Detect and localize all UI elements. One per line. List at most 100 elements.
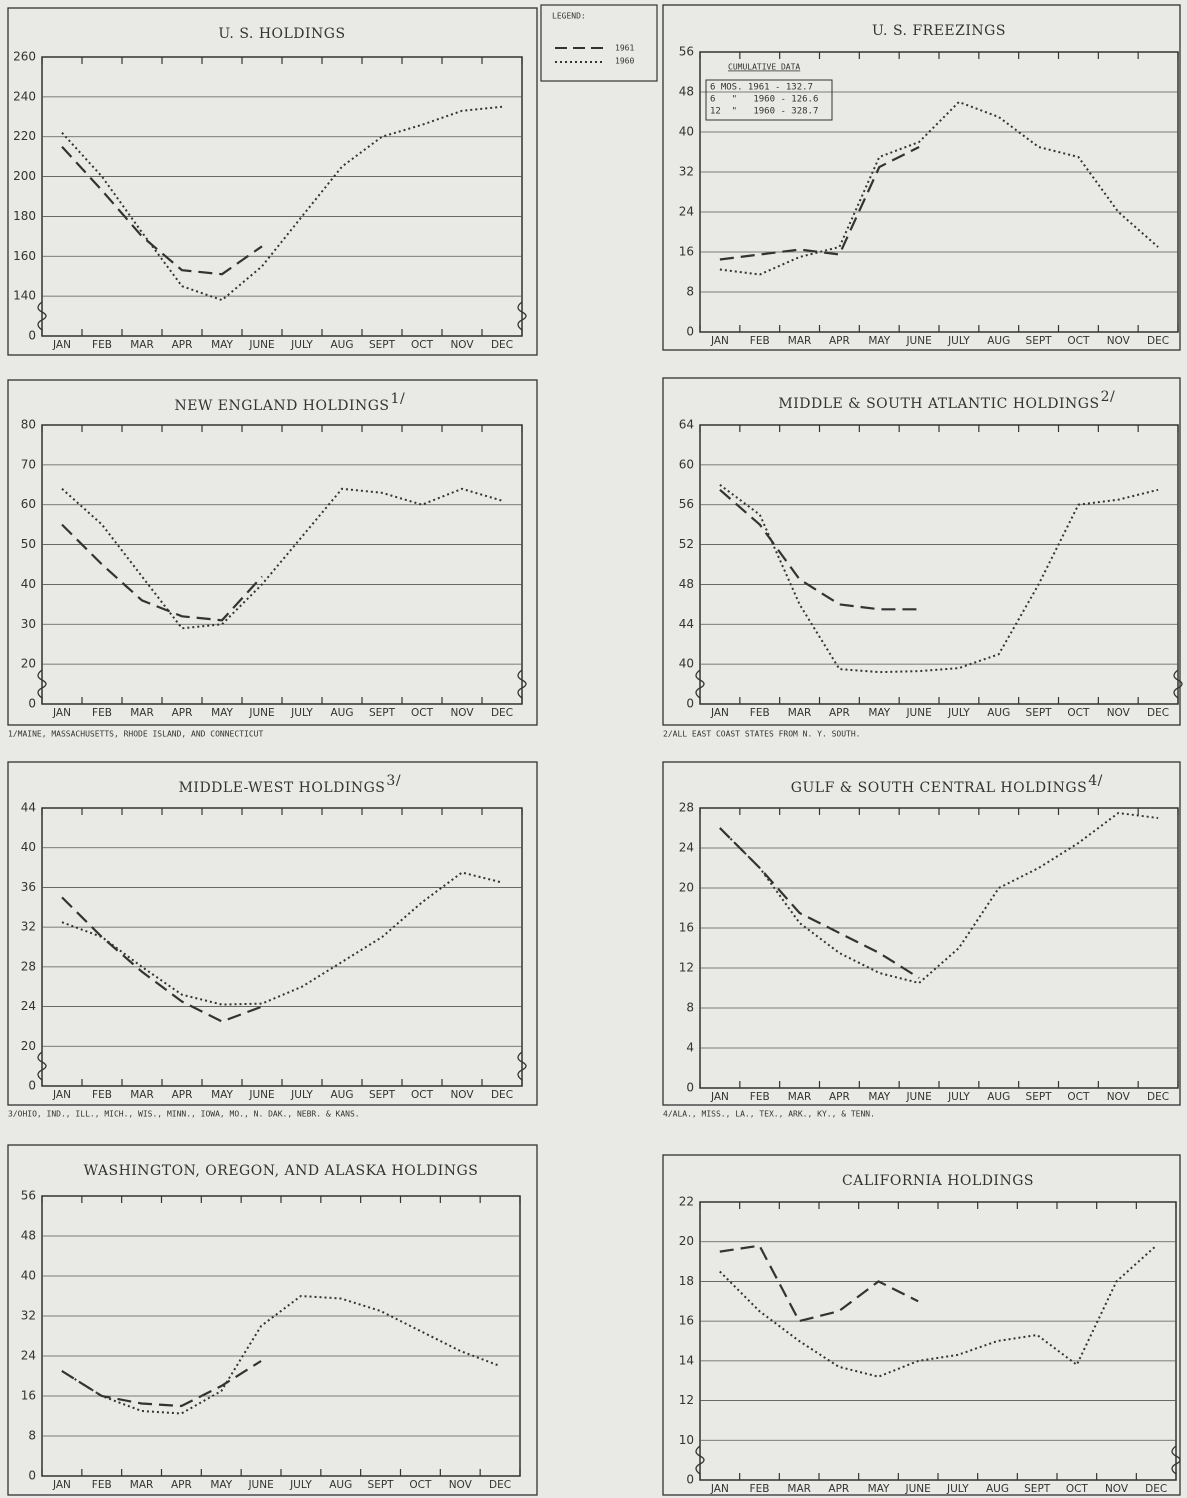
chart-title: GULF & SOUTH CENTRAL HOLDINGS — [791, 780, 1087, 796]
series-line — [719, 827, 920, 979]
x-tick-label: OCT — [411, 339, 434, 351]
chart-title: U. S. FREEZINGS — [872, 23, 1006, 39]
x-tick-label: JAN — [52, 707, 71, 719]
x-tick-label: JULY — [946, 1483, 969, 1495]
x-tick-label: AUG — [330, 1089, 353, 1101]
x-tick-label: FEB — [750, 335, 770, 347]
y-tick-label: 16 — [679, 921, 694, 935]
x-tick-label: NOV — [449, 1479, 473, 1491]
plot-frame — [41, 424, 523, 705]
axis-break — [1171, 1445, 1181, 1475]
x-tick-label: DEC — [1147, 335, 1169, 347]
x-tick-label: DEC — [491, 707, 513, 719]
x-tick-label: JAN — [52, 339, 71, 351]
x-tick-label: MAY — [211, 707, 233, 719]
y-tick-label: 40 — [679, 125, 694, 139]
y-tick-label: 24 — [679, 841, 694, 855]
x-tick-label: NOV — [1107, 335, 1131, 347]
x-tick-label: JULY — [289, 1479, 312, 1491]
y-tick-label: 14 — [679, 1353, 694, 1367]
y-tick-label: 24 — [21, 999, 36, 1013]
y-tick-label: 260 — [13, 50, 36, 64]
x-tick-label: JULY — [947, 335, 970, 347]
x-tick-label: JULY — [947, 707, 970, 719]
x-tick-label: MAY — [868, 1483, 890, 1495]
legend-title: LEGEND: — [552, 12, 586, 21]
x-tick-label: APR — [172, 707, 193, 719]
x-tick-label: MAY — [210, 1479, 232, 1491]
x-tick-label: AUG — [329, 1479, 352, 1491]
x-tick-label: MAR — [130, 1089, 154, 1101]
plot-frame — [41, 56, 523, 337]
x-tick-label: JAN — [710, 1483, 729, 1495]
series-line — [61, 105, 503, 302]
panel-frame — [7, 761, 538, 1106]
y-tick-label: 20 — [21, 657, 36, 671]
y-tick-label: 0 — [28, 329, 36, 343]
legend-box — [540, 4, 658, 82]
y-tick-label: 52 — [679, 537, 694, 551]
series-line — [719, 1244, 1157, 1378]
chart-title: MIDDLE-WEST HOLDINGS — [179, 780, 386, 796]
series-line — [719, 488, 920, 611]
x-tick-label: MAR — [788, 707, 812, 719]
axis-break — [517, 1051, 527, 1081]
title-footnote-mark: 1/ — [391, 391, 406, 407]
chart-title: WASHINGTON, OREGON, AND ALASKA HOLDINGS — [84, 1163, 479, 1179]
x-tick-label: NOV — [1107, 1091, 1131, 1103]
x-tick-label: NOV — [1107, 707, 1131, 719]
x-tick-label: MAR — [130, 339, 154, 351]
x-tick-label: JAN — [52, 1479, 71, 1491]
y-tick-label: 40 — [21, 577, 36, 591]
x-tick-label: AUG — [986, 1483, 1009, 1495]
x-tick-label: JAN — [710, 335, 729, 347]
y-tick-label: 48 — [679, 85, 694, 99]
y-tick-label: 4 — [686, 1041, 694, 1055]
x-tick-label: DEC — [491, 339, 513, 351]
chart-title: MIDDLE & SOUTH ATLANTIC HOLDINGS — [778, 396, 1099, 412]
x-tick-label: NOV — [1105, 1483, 1129, 1495]
y-tick-label: 32 — [21, 920, 36, 934]
x-tick-label: JAN — [710, 1091, 729, 1103]
x-tick-label: NOV — [450, 339, 474, 351]
x-tick-label: DEC — [1147, 707, 1169, 719]
y-tick-label: 44 — [679, 617, 694, 631]
x-tick-label: MAY — [211, 1089, 233, 1101]
x-tick-label: MAY — [868, 707, 890, 719]
y-tick-label: 60 — [21, 497, 36, 511]
y-tick-label: 40 — [21, 1269, 36, 1283]
x-tick-label: APR — [829, 1091, 850, 1103]
x-tick-label: SEPT — [1026, 335, 1053, 347]
annotation-box — [705, 79, 833, 121]
x-tick-label: OCT — [411, 1089, 434, 1101]
x-tick-label: OCT — [1066, 1483, 1089, 1495]
series-line — [61, 145, 263, 276]
x-tick-label: FEB — [92, 707, 112, 719]
y-tick-label: 200 — [13, 169, 36, 183]
y-tick-label: 8 — [28, 1429, 36, 1443]
y-tick-label: 64 — [679, 418, 694, 432]
y-tick-label: 50 — [21, 537, 36, 551]
x-tick-label: JUNE — [905, 1483, 931, 1495]
y-tick-label: 16 — [679, 1314, 694, 1328]
y-tick-label: 32 — [21, 1309, 36, 1323]
axis-break — [517, 301, 527, 331]
plot-frame — [699, 1201, 1177, 1481]
series-line — [719, 100, 1159, 276]
x-tick-label: APR — [829, 335, 850, 347]
x-tick-label: OCT — [409, 1479, 432, 1491]
y-tick-label: 44 — [21, 801, 36, 815]
x-tick-label: JUNE — [248, 707, 274, 719]
y-tick-label: 20 — [679, 881, 694, 895]
x-tick-label: JUNE — [905, 1091, 931, 1103]
y-tick-label: 56 — [21, 1189, 36, 1203]
y-tick-label: 36 — [21, 880, 36, 894]
x-tick-label: JAN — [52, 1089, 71, 1101]
axis-break — [695, 669, 705, 699]
y-tick-label: 28 — [679, 801, 694, 815]
axis-break — [37, 301, 47, 331]
footnote: 4/ALA., MISS., LA., TEX., ARK., KY., & T… — [663, 1110, 875, 1119]
y-tick-label: 12 — [679, 1393, 694, 1407]
series-line — [61, 1294, 501, 1415]
x-tick-label: FEB — [750, 707, 770, 719]
